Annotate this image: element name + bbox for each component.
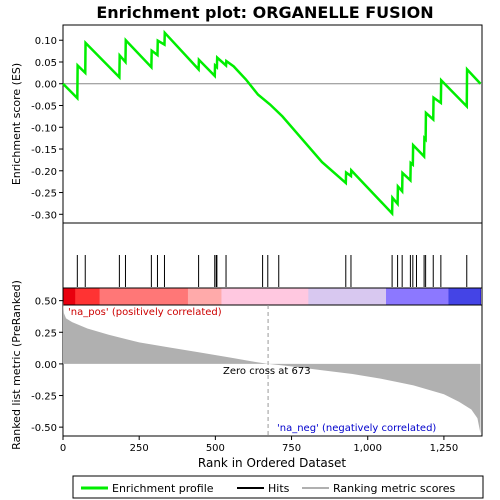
es-y-axis-label: Enrichment score (ES) <box>10 63 23 185</box>
x-axis: 0 250 500 750 1,000 1,250 <box>60 436 458 454</box>
ranked-y-tick-label: 0.00 <box>35 360 57 371</box>
es-y-tick-label: -0.20 <box>31 167 57 178</box>
color-bar-segment <box>480 288 481 305</box>
color-bar-segment <box>187 288 222 305</box>
ranking-metric-area <box>63 300 481 434</box>
color-bar-segment <box>75 288 101 305</box>
neg-label: 'na_neg' (negatively correlated) <box>277 423 436 434</box>
x-tick-label: 1,250 <box>430 443 459 454</box>
x-axis-label: Rank in Ordered Dataset <box>198 456 346 470</box>
ranked-y-tick-label: -0.25 <box>31 392 57 403</box>
legend-box <box>72 475 484 499</box>
es-y-tick-label: -0.10 <box>31 123 57 134</box>
color-bar-segment <box>221 288 309 305</box>
x-tick-label: 1,000 <box>353 443 382 454</box>
x-tick-label: 500 <box>206 443 225 454</box>
color-bar-segment <box>308 288 387 305</box>
ranking-color-bar <box>62 287 483 306</box>
es-panel-frame <box>62 24 483 224</box>
ranked-y-tick-label: -0.50 <box>31 423 57 434</box>
ranked-y-tick-label: 0.50 <box>35 297 57 308</box>
hits-panel-frame <box>62 222 483 289</box>
es-y-tick-label: 0.10 <box>35 36 57 47</box>
pos-label: 'na_pos' (positively correlated) <box>68 307 222 318</box>
legend-ranking-label: Ranking metric scores <box>333 482 455 495</box>
color-bar-segment <box>448 288 481 305</box>
es-y-tick-label: 0.00 <box>35 80 57 91</box>
legend-hits-label: Hits <box>268 482 290 495</box>
color-bar-segment <box>63 288 76 305</box>
zero-cross-label: Zero cross at 673 <box>223 366 311 377</box>
color-bar-segment <box>386 288 449 305</box>
ranked-y-axis-label: Ranked list metric (PreRanked) <box>10 280 23 450</box>
x-tick-label: 750 <box>282 443 301 454</box>
es-y-tick-label: -0.25 <box>31 189 57 200</box>
es-panel: 0.10 0.05 0.00 -0.05 -0.10 -0.15 -0.20 -0.25 -0.… <box>10 24 483 224</box>
es-y-tick-label: -0.05 <box>31 102 57 113</box>
x-tick-label: 0 <box>60 443 66 454</box>
legend-enrichment-label: Enrichment profile <box>112 482 214 495</box>
es-y-tick-label: -0.30 <box>31 210 57 221</box>
ranked-y-tick-label: 0.25 <box>35 328 57 339</box>
x-tick-label: 250 <box>130 443 149 454</box>
ranked-metric-panel: 0.50 0.25 0.00 -0.25 -0.50 'na_pos' (positiv… <box>10 280 483 450</box>
legend: Enrichment profile Hits Ranking metric s… <box>72 475 484 499</box>
enrichment-profile-line <box>62 29 482 217</box>
hits-panel <box>62 222 483 289</box>
chart-title: Enrichment plot: ORGANELLE FUSION <box>96 3 433 22</box>
es-y-tick-label: -0.15 <box>31 145 57 156</box>
es-y-tick-label: 0.05 <box>35 58 57 69</box>
color-bar-segment <box>99 288 189 305</box>
